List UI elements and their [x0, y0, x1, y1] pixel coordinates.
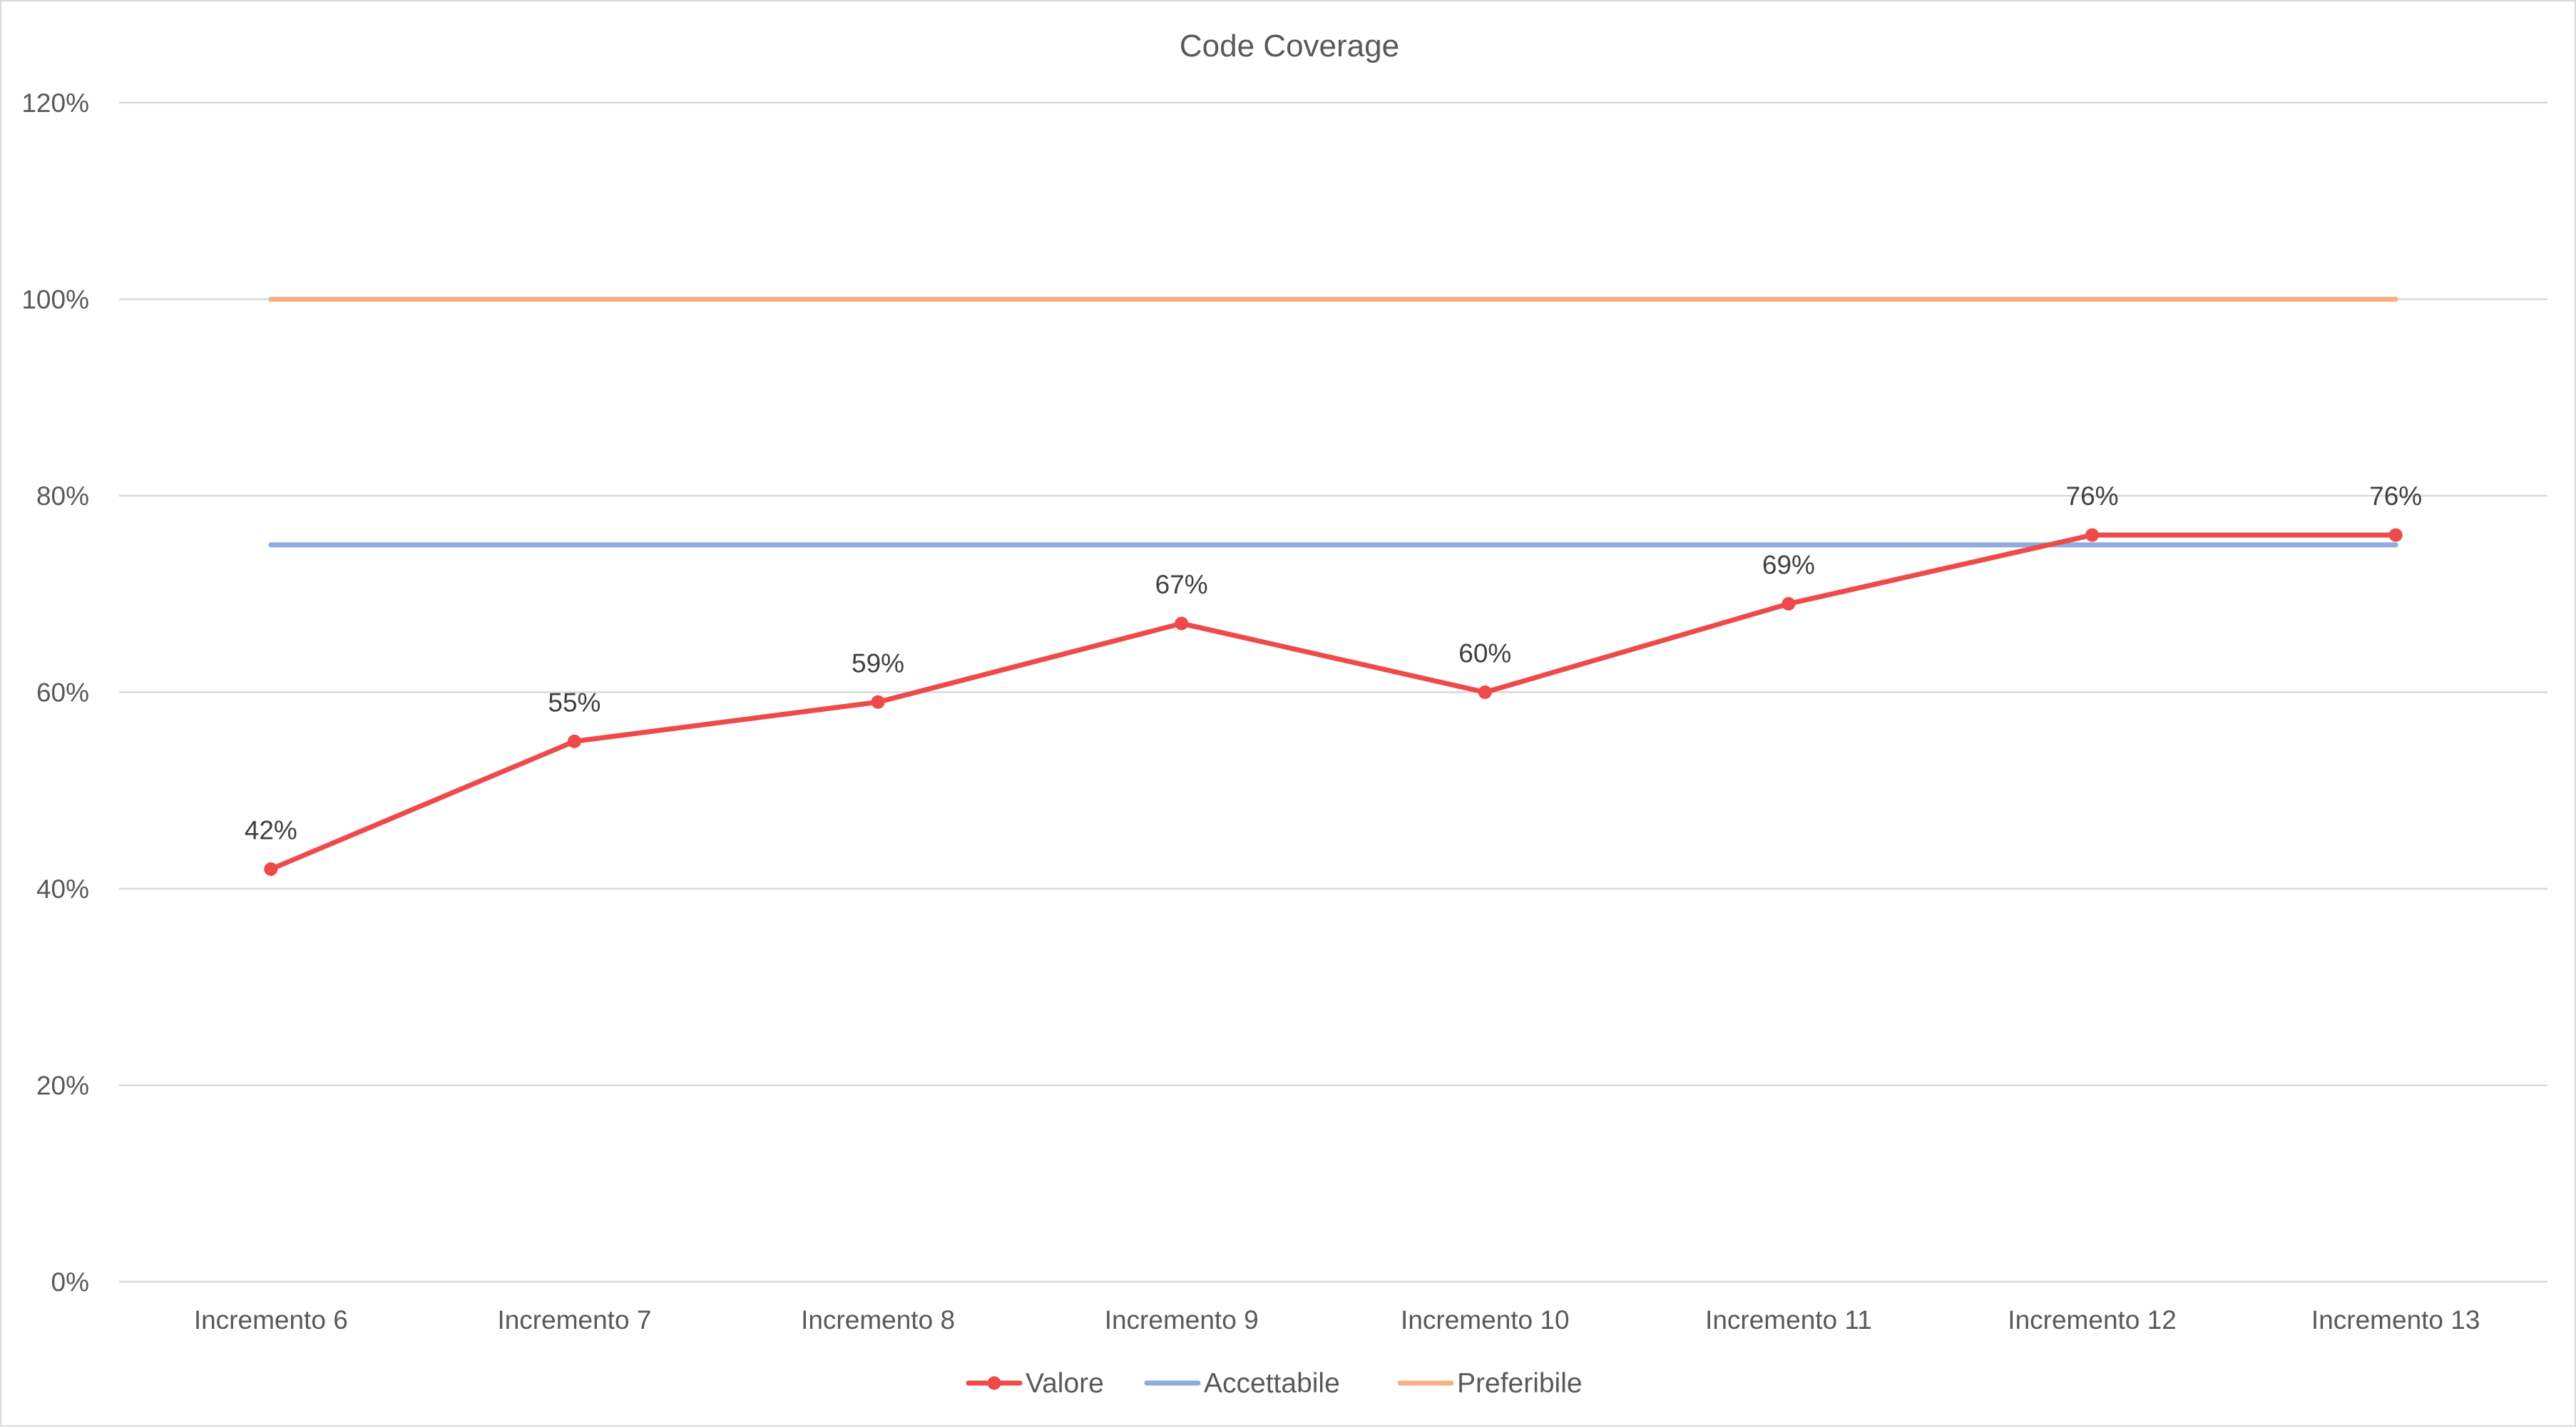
data-label: 76%: [2369, 481, 2422, 511]
data-point-valore: [2388, 528, 2403, 542]
data-label: 42%: [245, 815, 297, 845]
data-label: 60%: [1458, 639, 1511, 668]
data-point-valore: [871, 695, 885, 709]
legend-label: Accettabile: [1204, 1368, 1340, 1399]
legend-label: Preferibile: [1457, 1368, 1583, 1399]
data-label: 55%: [548, 688, 600, 717]
data-label: 69%: [1762, 551, 1815, 580]
data-point-valore: [1175, 616, 1189, 631]
x-tick-label: Incremento 6: [194, 1305, 348, 1335]
x-tick-label: Incremento 8: [801, 1305, 955, 1335]
legend-label: Valore: [1026, 1368, 1104, 1399]
data-point-valore: [567, 734, 581, 748]
x-tick-label: Incremento 12: [2008, 1305, 2177, 1335]
legend: Valore Accettabile Preferibile: [966, 1368, 1583, 1399]
x-axis-tick-labels: Incremento 6 Incremento 7 Incremento 8 Incr…: [194, 1305, 2480, 1335]
data-point-valore: [264, 862, 278, 876]
data-labels: 42% 55% 59% 67% 60% 69% 76% 76%: [245, 481, 2422, 845]
y-tick-label: 0%: [51, 1268, 89, 1297]
data-label: 67%: [1155, 570, 1208, 599]
legend-marker: [987, 1376, 1001, 1390]
y-axis-tick-labels: 0% 20% 40% 60% 80% 100% 120%: [21, 88, 89, 1297]
y-tick-label: 100%: [21, 285, 89, 315]
data-point-valore: [1782, 597, 1796, 611]
x-tick-label: Incremento 7: [497, 1305, 651, 1335]
data-point-valore: [2085, 528, 2100, 542]
data-label: 76%: [2066, 481, 2119, 511]
series-line-valore: [268, 532, 2398, 872]
x-tick-label: Incremento 9: [1105, 1305, 1259, 1335]
data-point-valore: [1478, 685, 1492, 699]
data-label: 59%: [852, 648, 904, 678]
y-tick-label: 120%: [21, 88, 89, 118]
y-tick-label: 60%: [36, 678, 89, 708]
legend-item-accettabile: Accettabile: [1144, 1368, 1340, 1399]
legend-item-preferibile: Preferibile: [1397, 1368, 1583, 1399]
y-tick-label: 80%: [36, 481, 89, 511]
x-tick-label: Incremento 13: [2311, 1305, 2480, 1335]
y-tick-label: 40%: [36, 874, 89, 904]
chart-title: Code Coverage: [1180, 29, 1399, 63]
legend-item-valore: Valore: [966, 1368, 1104, 1399]
x-tick-label: Incremento 11: [1705, 1305, 1872, 1335]
series-lines: [264, 297, 2403, 876]
x-tick-label: Incremento 10: [1401, 1305, 1570, 1335]
y-tick-label: 20%: [36, 1071, 89, 1101]
gridlines: [119, 101, 2547, 1283]
